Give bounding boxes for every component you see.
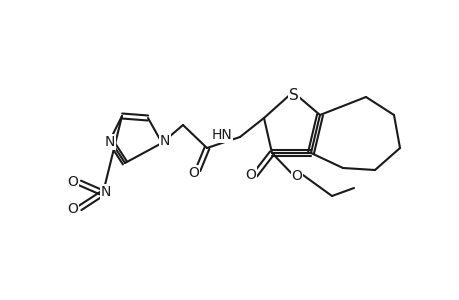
Text: O: O <box>291 169 302 183</box>
Text: N: N <box>101 185 111 199</box>
Text: S: S <box>289 88 298 103</box>
Text: O: O <box>67 202 78 216</box>
Text: O: O <box>245 168 256 182</box>
Text: O: O <box>67 175 78 189</box>
Text: O: O <box>188 166 199 180</box>
Text: HN: HN <box>211 128 231 142</box>
Text: N: N <box>159 134 170 148</box>
Text: N: N <box>105 135 115 149</box>
